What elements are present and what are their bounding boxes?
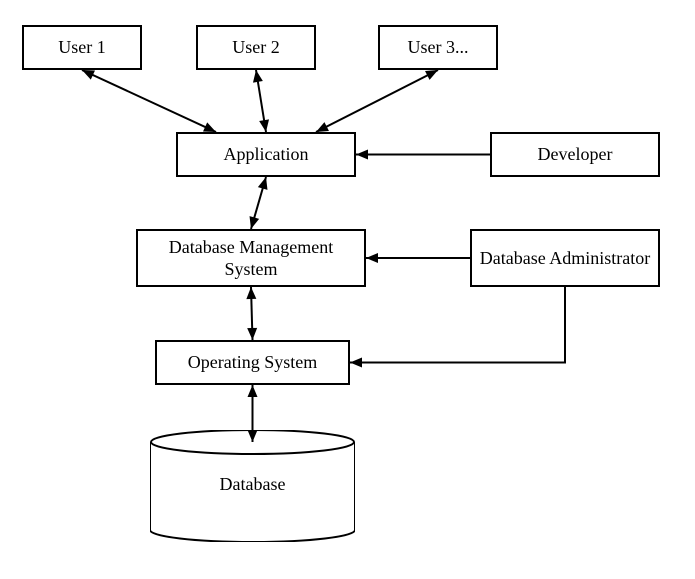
node-label: User 1 [58, 36, 106, 59]
node-dba: Database Administrator [470, 229, 660, 287]
node-application: Application [176, 132, 356, 177]
node-label: Database Management System [144, 236, 358, 281]
node-label: Operating System [188, 351, 317, 374]
node-user3: User 3... [378, 25, 498, 70]
node-developer: Developer [490, 132, 660, 177]
node-dbms: Database Management System [136, 229, 366, 287]
cylinder-icon [150, 430, 355, 542]
node-os: Operating System [155, 340, 350, 385]
node-label: Database Administrator [480, 247, 650, 270]
node-user2: User 2 [196, 25, 316, 70]
node-label: Developer [538, 143, 613, 166]
node-label: User 3... [408, 36, 469, 59]
node-user1: User 1 [22, 25, 142, 70]
node-label: User 2 [232, 36, 280, 59]
node-label: Application [224, 143, 309, 166]
node-database: Database [150, 430, 355, 542]
diagram-canvas: User 1 User 2 User 3... Application Deve… [0, 0, 695, 579]
